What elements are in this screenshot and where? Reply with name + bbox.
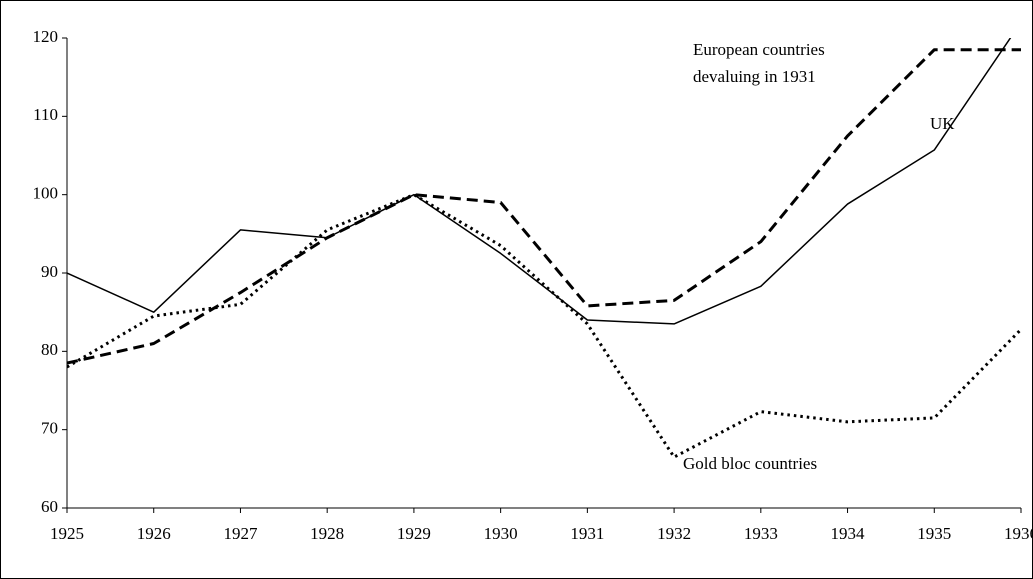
- x-tick-label: 1931: [570, 524, 604, 543]
- series-label-box: UK: [930, 114, 955, 133]
- x-tick-label: 1933: [744, 524, 778, 543]
- series-line: [67, 38, 1012, 325]
- y-tick-label: 90: [41, 262, 58, 281]
- x-tick-label: 1935: [917, 524, 951, 543]
- series-line: [67, 48, 1021, 365]
- x-tick-label: 1925: [50, 524, 84, 543]
- y-tick-label: 70: [41, 419, 58, 438]
- x-tick-label: 1927: [223, 524, 258, 543]
- x-tick-label: 1929: [397, 524, 431, 543]
- series-label-box: Gold bloc countries: [683, 454, 818, 473]
- series-label: UK: [930, 114, 955, 133]
- y-tick-label: 100: [33, 184, 59, 203]
- plot-area: [67, 38, 1023, 459]
- y-tick-label: 60: [41, 497, 58, 516]
- y-tick-label: 80: [41, 340, 58, 359]
- series-label: European countries devaluing in 1931: [693, 40, 825, 86]
- series-label: Gold bloc countries: [683, 454, 818, 473]
- x-tick-label: 1936: [1004, 524, 1033, 543]
- x-tick-label: 1934: [831, 524, 866, 543]
- x-tick-label: 1932: [657, 524, 691, 543]
- series-line: [67, 193, 1023, 459]
- x-tick-label: 1930: [484, 524, 518, 543]
- x-tick-label: 1926: [137, 524, 171, 543]
- y-tick-label: 120: [33, 27, 59, 46]
- x-tick-label: 1928: [310, 524, 344, 543]
- series-label-box: European countries devaluing in 1931: [693, 40, 825, 86]
- y-tick-label: 110: [33, 105, 58, 124]
